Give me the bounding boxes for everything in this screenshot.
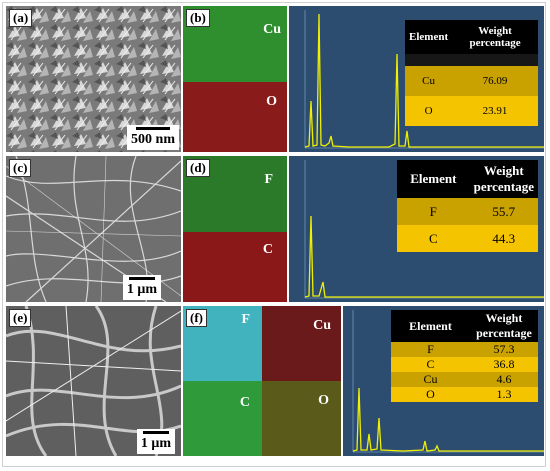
eds-spectrum-d: Element Weight percentage F 55.7 C 44.3	[289, 156, 544, 302]
table-cell-value: 1.3	[496, 387, 512, 401]
table-header-element: Element	[410, 171, 457, 186]
panel-label-a: (a)	[9, 9, 33, 27]
table-cell-element: O	[426, 387, 435, 401]
table-header-weight: Weight percentage	[473, 163, 534, 194]
table-header-weight: Weight percentage	[469, 25, 521, 49]
element-label-c: C	[239, 395, 250, 410]
table-row: Cu 76.09	[405, 66, 538, 96]
scale-bar-text: 1 μm	[140, 436, 171, 451]
scale-bar-line	[142, 431, 169, 434]
table-header-row: Element Weight percentage	[397, 160, 538, 198]
panel-label-c: (c)	[9, 159, 32, 177]
eds-map-f: F Cu C O (f)	[183, 306, 341, 456]
table-header-row: Element Weight percentage	[391, 310, 538, 342]
table-header-element: Element	[409, 31, 449, 43]
table-cell-value: 57.3	[493, 342, 515, 356]
panel-label-b: (b)	[186, 9, 210, 27]
table-cell-value: 44.3	[492, 230, 516, 246]
element-map-c: C	[183, 232, 287, 302]
table-cell-element: C	[428, 230, 438, 246]
scale-bar-a: 500 nm	[127, 125, 179, 150]
scale-bar-line	[136, 127, 171, 130]
table-cell-element: Cu	[422, 75, 435, 87]
table-row: C 44.3	[397, 225, 538, 252]
table-row: F 57.3	[391, 342, 538, 357]
element-label-o: O	[318, 393, 329, 408]
table-row: F 55.7	[397, 198, 538, 225]
table-row: Cu 4.6	[391, 372, 538, 387]
element-label-f: F	[264, 172, 273, 187]
table-header-weight: Weight percentage	[476, 311, 532, 340]
figure-frame	[2, 2, 546, 467]
table-cell-element: Cu	[423, 372, 438, 386]
table-cell-element: C	[426, 357, 435, 371]
sem-image-c: (c) 1 μm	[6, 156, 181, 302]
spectrum-plot-d	[304, 160, 544, 299]
panel-label-d: (d)	[186, 159, 210, 177]
table-header-element: Element	[409, 318, 452, 333]
eds-spectrum-f: Element Weight percentage F 57.3 C 36.8 …	[343, 306, 544, 456]
element-map-cu: Cu	[262, 306, 341, 381]
scale-bar-text: 500 nm	[131, 132, 175, 147]
table-cell-value: 36.8	[493, 357, 515, 371]
table-header-row: Element Weight percentage	[405, 20, 538, 54]
eds-map-b: Cu O (b)	[183, 6, 287, 152]
element-map-c: C	[183, 381, 262, 456]
element-label-c: C	[262, 242, 273, 257]
scale-bar-c: 1 μm	[122, 275, 161, 300]
panel-label-f: (f)	[186, 309, 207, 327]
scale-bar-line	[128, 277, 155, 280]
element-label-cu: Cu	[313, 318, 331, 333]
table-row: O 23.91	[405, 96, 538, 126]
composition-table-b: Element Weight percentage Cu 76.09 O 23.…	[405, 20, 538, 126]
table-cell-value: 23.91	[482, 105, 508, 117]
table-row: C 36.8	[391, 357, 538, 372]
element-label-cu: Cu	[263, 22, 281, 37]
spectrum-plot-b	[304, 10, 544, 149]
table-cell-element: O	[424, 105, 433, 117]
eds-spectrum-b: Element Weight percentage Cu 76.09 O 23.…	[289, 6, 544, 152]
eds-map-d: F C (d)	[183, 156, 287, 302]
element-label-f: F	[241, 312, 250, 327]
scale-bar-e: 1 μm	[136, 429, 175, 454]
scale-bar-text: 1 μm	[126, 282, 157, 297]
sem-image-e: (e) 1 μm	[6, 306, 181, 456]
panel-label-e: (e)	[9, 309, 32, 327]
table-cell-value: 4.6	[496, 372, 512, 386]
table-row: O 1.3	[391, 387, 538, 402]
composition-table-d: Element Weight percentage F 55.7 C 44.3	[397, 160, 538, 252]
spectrum-plot-f	[352, 310, 544, 453]
table-cell-value: 55.7	[492, 203, 516, 219]
table-cell-element: F	[429, 203, 437, 219]
table-cell-value: 76.09	[482, 75, 508, 87]
element-label-o: O	[266, 94, 277, 109]
element-map-o: O	[183, 82, 287, 152]
sem-image-a: (a) 500 nm	[6, 6, 181, 152]
element-map-o: O	[262, 381, 341, 456]
composition-table-f: Element Weight percentage F 57.3 C 36.8 …	[391, 310, 538, 402]
table-cell-element: F	[427, 342, 434, 356]
